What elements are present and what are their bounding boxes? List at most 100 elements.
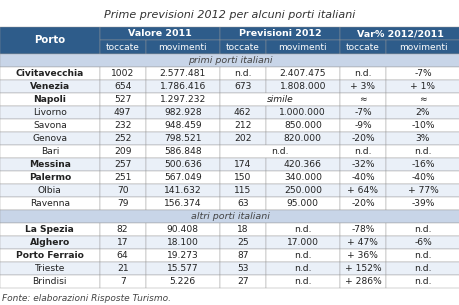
Text: Ravenna: Ravenna (30, 199, 70, 208)
Text: movimenti: movimenti (158, 42, 207, 52)
Bar (385, 197, 459, 210)
Bar (339, 275, 385, 288)
Bar (146, 223, 219, 236)
Text: 15.577: 15.577 (167, 264, 198, 273)
Bar (0, 262, 100, 275)
Bar (385, 275, 459, 288)
Bar (146, 197, 219, 210)
Bar (385, 119, 459, 132)
Bar (265, 132, 339, 145)
Bar (385, 236, 459, 249)
Bar (100, 27, 219, 41)
Bar (100, 236, 146, 249)
Text: + 1%: + 1% (409, 82, 435, 91)
Bar (100, 171, 146, 184)
Text: + 286%: + 286% (344, 277, 381, 286)
Text: 53: 53 (236, 264, 248, 273)
Bar (146, 132, 219, 145)
Text: -16%: -16% (410, 160, 434, 169)
Bar (219, 249, 265, 262)
Text: 3%: 3% (415, 134, 429, 143)
Text: 17: 17 (117, 238, 128, 247)
Bar (0, 223, 100, 236)
Bar (385, 223, 459, 236)
Bar (146, 184, 219, 197)
Bar (219, 223, 265, 236)
Text: Porto: Porto (34, 35, 65, 45)
Text: Alghero: Alghero (30, 238, 70, 247)
Bar (219, 27, 339, 41)
Bar (100, 158, 146, 171)
Text: 141.632: 141.632 (163, 186, 201, 195)
Bar (265, 262, 339, 275)
Text: + 64%: + 64% (347, 186, 378, 195)
Bar (100, 80, 146, 93)
Text: Trieste: Trieste (34, 264, 65, 273)
Bar (385, 93, 459, 106)
Bar (0, 27, 100, 53)
Text: + 47%: + 47% (347, 238, 377, 247)
Bar (385, 158, 459, 171)
Text: toccate: toccate (225, 42, 259, 52)
Text: Previsioni 2012: Previsioni 2012 (238, 30, 320, 38)
Text: -7%: -7% (413, 69, 431, 77)
Bar (265, 275, 339, 288)
Text: 1.786.416: 1.786.416 (159, 82, 206, 91)
Bar (265, 41, 339, 53)
Bar (100, 119, 146, 132)
Text: n.d.: n.d. (413, 147, 431, 156)
Text: n.d.: n.d. (353, 147, 371, 156)
Text: 87: 87 (236, 251, 248, 260)
Text: 202: 202 (234, 134, 251, 143)
Bar (0, 106, 100, 119)
Text: Prime previsioni 2012 per alcuni porti italiani: Prime previsioni 2012 per alcuni porti i… (104, 10, 355, 20)
Bar (100, 41, 146, 53)
Bar (219, 106, 265, 119)
Bar (385, 249, 459, 262)
Text: 19.273: 19.273 (167, 251, 198, 260)
Bar (0, 80, 100, 93)
Bar (0, 93, 100, 106)
Bar (219, 262, 265, 275)
Text: Livorno: Livorno (33, 108, 67, 117)
Text: 156.374: 156.374 (163, 199, 201, 208)
Text: 150: 150 (234, 173, 251, 182)
Text: toccate: toccate (345, 42, 379, 52)
Bar (100, 197, 146, 210)
Bar (0, 158, 100, 171)
Text: -7%: -7% (353, 108, 371, 117)
Text: 95.000: 95.000 (286, 199, 318, 208)
Text: -20%: -20% (350, 134, 374, 143)
Text: 79: 79 (117, 199, 128, 208)
Text: Valore 2011: Valore 2011 (128, 30, 191, 38)
Text: 982.928: 982.928 (163, 108, 201, 117)
Bar (339, 249, 385, 262)
Bar (146, 80, 219, 93)
Text: Napoli: Napoli (34, 95, 66, 104)
Text: 850.000: 850.000 (283, 121, 321, 130)
Bar (146, 262, 219, 275)
Text: Genova: Genova (32, 134, 67, 143)
Bar (146, 275, 219, 288)
Bar (385, 80, 459, 93)
Bar (339, 262, 385, 275)
Bar (339, 158, 385, 171)
Bar (385, 41, 459, 53)
Text: 252: 252 (114, 134, 131, 143)
Bar (339, 66, 385, 80)
Text: 209: 209 (114, 147, 131, 156)
Bar (146, 93, 219, 106)
Text: + 3%: + 3% (350, 82, 375, 91)
Text: n.d.: n.d. (293, 251, 311, 260)
Text: simile: simile (266, 95, 292, 104)
Bar (0, 132, 100, 145)
Bar (100, 184, 146, 197)
Text: 500.636: 500.636 (163, 160, 201, 169)
Text: toccate: toccate (106, 42, 139, 52)
Text: 17.000: 17.000 (286, 238, 318, 247)
Text: n.d.: n.d. (270, 147, 288, 156)
Text: 948.459: 948.459 (163, 121, 201, 130)
Bar (146, 106, 219, 119)
Text: movimenti: movimenti (278, 42, 326, 52)
Text: 82: 82 (117, 225, 128, 234)
